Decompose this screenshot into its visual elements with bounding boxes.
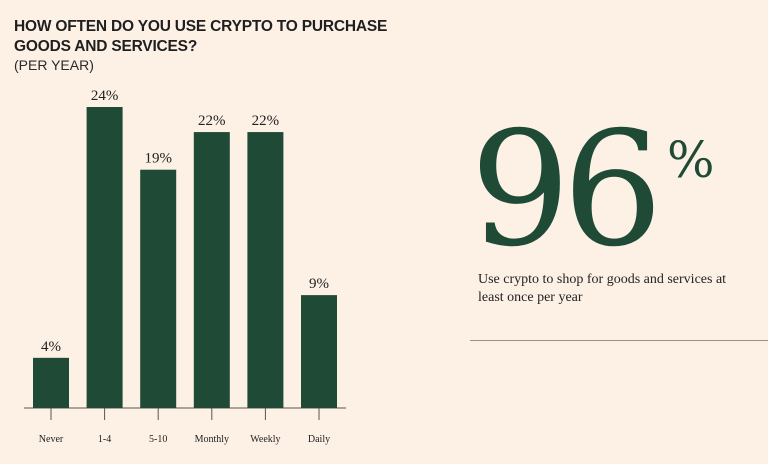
- bar-never: [33, 357, 69, 408]
- x-tick-label: Weekly: [250, 434, 280, 445]
- data-label: 4%: [41, 339, 61, 355]
- data-label: 9%: [309, 276, 329, 292]
- x-tick-label: Daily: [308, 434, 330, 445]
- bar-chart: 4% Never 24% 1-4 19% 5-10 22% Monthly 22% Weekly 9…: [24, 88, 346, 445]
- bar-5-10: [140, 169, 177, 408]
- highlight-percent-sign: %: [667, 131, 715, 189]
- data-label: 22%: [198, 113, 226, 129]
- bar-monthly: [193, 132, 230, 409]
- highlight-number: 96: [470, 98, 663, 282]
- chart-subtitle: (PER YEAR): [14, 57, 94, 73]
- x-tick-label: Monthly: [195, 434, 229, 445]
- divider-line: [470, 340, 768, 341]
- x-tick-label: Never: [39, 434, 64, 445]
- x-tick-label: 5-10: [149, 434, 167, 445]
- chart-title: HOW OFTEN DO YOU USE CRYPTO TO PURCHASE …: [14, 18, 388, 55]
- x-tick-label: 1-4: [98, 434, 111, 445]
- highlight-caption: Use crypto to shop for goods and service…: [478, 272, 727, 305]
- data-label: 19%: [144, 151, 172, 167]
- bar-daily: [301, 295, 337, 408]
- bar-weekly: [247, 132, 284, 409]
- data-label: 22%: [252, 113, 280, 129]
- data-label: 24%: [91, 88, 119, 104]
- bar-1-4: [86, 107, 123, 408]
